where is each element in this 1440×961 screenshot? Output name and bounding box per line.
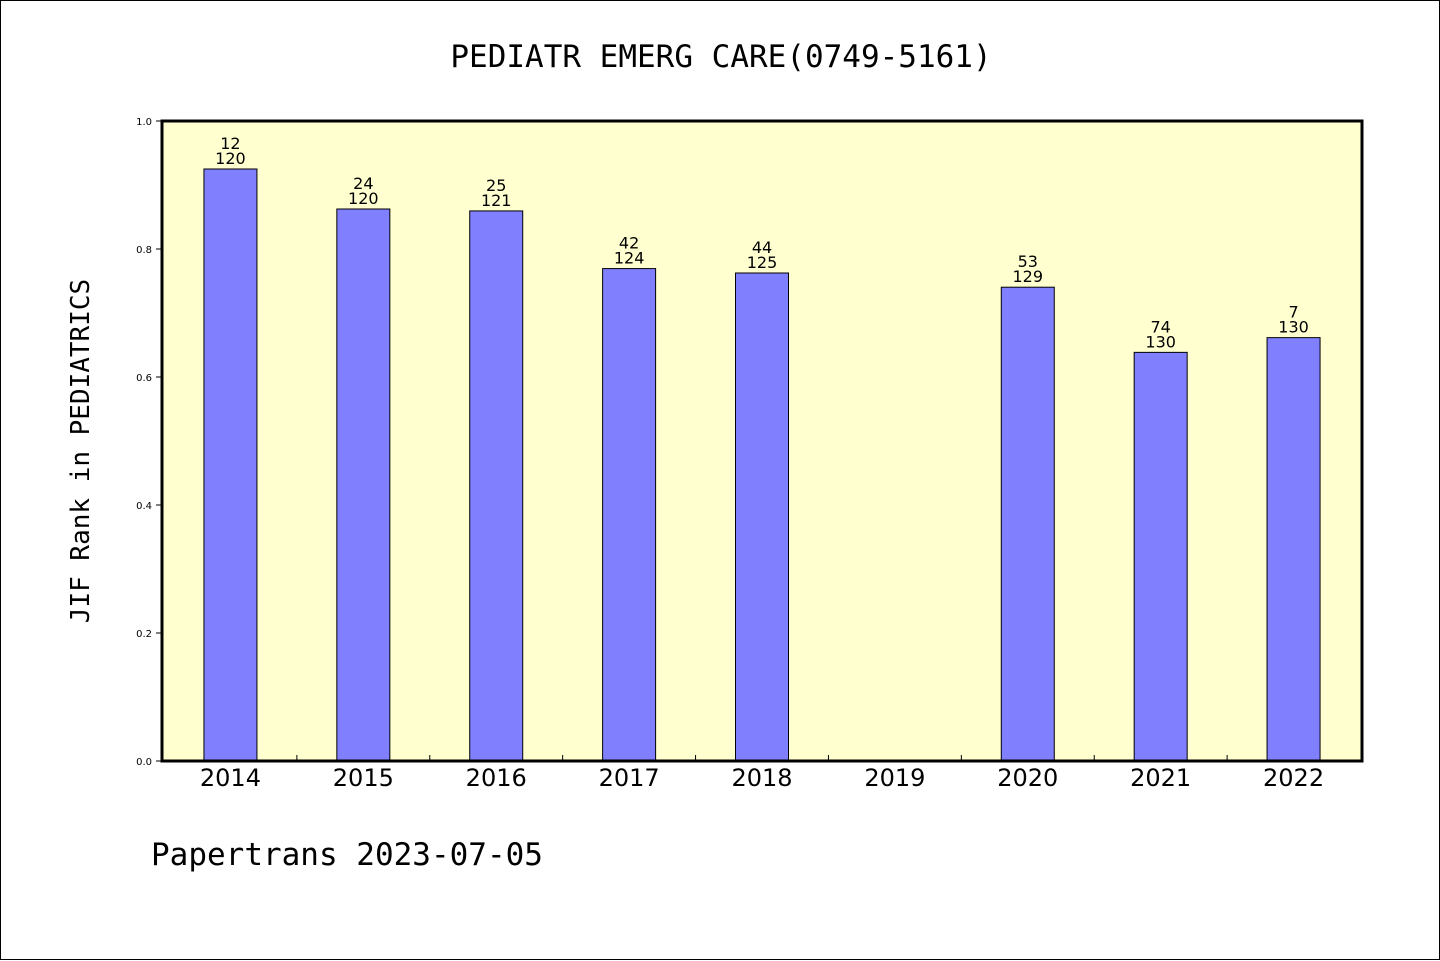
x-tick-label: 2016 xyxy=(466,764,527,792)
x-tick-label: 2019 xyxy=(864,764,925,792)
bar-total-label: 124 xyxy=(614,249,645,268)
x-tick-label: 2015 xyxy=(333,764,394,792)
chart-title: PEDIATR EMERG CARE(0749-5161) xyxy=(450,39,991,75)
bar-2018 xyxy=(735,272,789,762)
bar-2017 xyxy=(602,268,657,762)
bar-total-label: 130 xyxy=(1145,332,1176,351)
bars-group xyxy=(203,168,1321,762)
x-axis-ticks: 2014 2015 2016 2017 2018 2019 2020 2021 2022 xyxy=(200,755,1324,792)
bar-rank-label: 74 xyxy=(1150,317,1170,336)
bar-2014 xyxy=(203,168,258,762)
y-tick-label: 0.8 xyxy=(136,245,152,256)
x-tick-label: 2014 xyxy=(200,764,261,792)
y-tick-label: 0.6 xyxy=(136,373,152,384)
y-axis-label: JIF Rank in PEDIATRICS xyxy=(66,279,96,623)
bar-total-label: 120 xyxy=(215,149,246,168)
bar-rank-label: 53 xyxy=(1018,252,1038,271)
bar-2020 xyxy=(1000,286,1055,762)
y-tick-label: 0.0 xyxy=(136,757,152,768)
x-tick-label: 2022 xyxy=(1263,764,1324,792)
plot-border xyxy=(160,119,1364,763)
bar-rank-label: 12 xyxy=(220,134,240,153)
bar-rank-label: 7 xyxy=(1288,303,1298,322)
x-tick-label: 2021 xyxy=(1130,764,1191,792)
y-tick-label: 1.0 xyxy=(136,117,152,128)
bar-2021 xyxy=(1133,351,1188,762)
bar-rank-label: 44 xyxy=(752,238,772,257)
bar-rank-label: 42 xyxy=(619,234,639,253)
y-tick-label: 0.4 xyxy=(136,501,152,512)
bar-rank-label: 25 xyxy=(486,176,506,195)
y-axis-ticks: 0.0 0.2 0.4 0.6 0.8 1.0 xyxy=(136,117,162,768)
bar-2016 xyxy=(469,210,524,762)
bar-rank-label: 24 xyxy=(353,174,373,193)
bar-2022 xyxy=(1266,337,1321,762)
x-tick-label: 2018 xyxy=(731,764,792,792)
bar-total-label: 121 xyxy=(481,191,512,210)
x-tick-label: 2020 xyxy=(997,764,1058,792)
bar-total-label: 129 xyxy=(1013,267,1044,286)
footer-text: Papertrans 2023-07-05 xyxy=(151,837,543,873)
bar-2015 xyxy=(336,208,391,762)
bar-total-label: 125 xyxy=(747,253,778,272)
bar-total-label: 130 xyxy=(1278,318,1309,337)
y-tick-label: 0.2 xyxy=(136,629,152,640)
x-tick-label: 2017 xyxy=(599,764,660,792)
bar-total-label: 120 xyxy=(348,189,379,208)
